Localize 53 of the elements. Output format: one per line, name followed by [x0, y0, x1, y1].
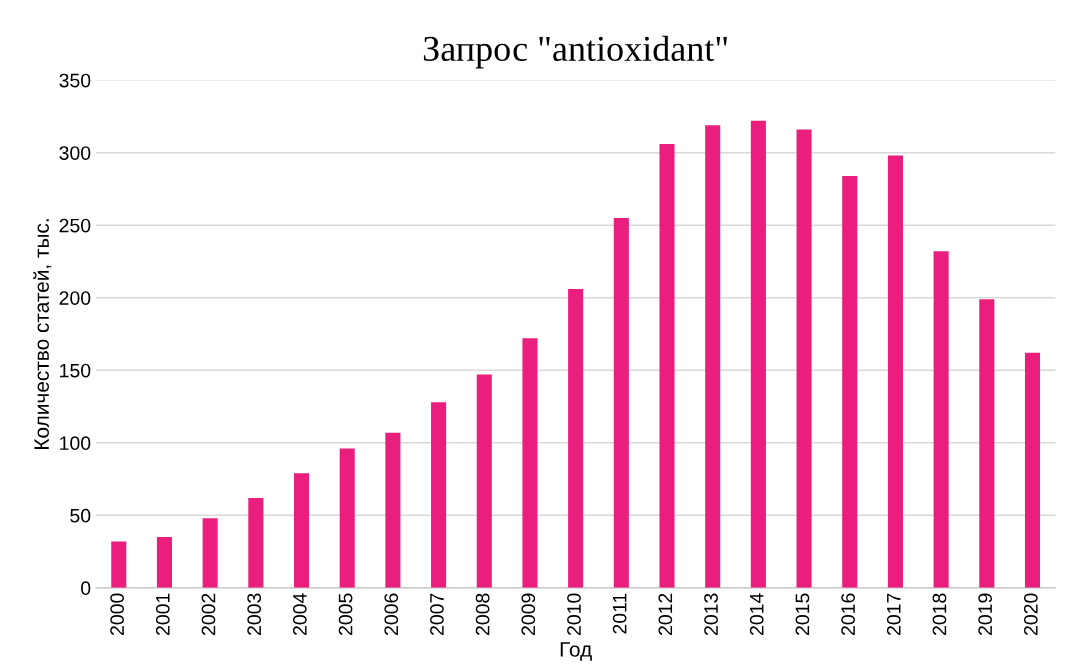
- x-tick-label: 2018: [932, 593, 947, 635]
- y-tick-label: 200: [59, 291, 91, 305]
- y-tick-label: 150: [60, 363, 91, 378]
- bar: [293, 473, 310, 588]
- x-tick-label: 2009: [521, 593, 536, 635]
- bar: [705, 125, 721, 588]
- bar: [385, 432, 401, 588]
- bar: [750, 120, 766, 588]
- bar: [613, 217, 629, 588]
- x-tick-label: 2008: [475, 593, 490, 635]
- bar: [202, 518, 218, 588]
- x-tick-label: 2007: [430, 593, 444, 635]
- bar: [431, 402, 447, 588]
- y-axis-title: Количество статей, тыс.: [33, 219, 52, 449]
- x-tick-label: 2001: [155, 593, 170, 635]
- x-tick-label: 2011: [612, 593, 627, 634]
- bar: [887, 155, 903, 588]
- bar: [842, 175, 858, 588]
- bar: [476, 374, 492, 588]
- bar: [1024, 352, 1041, 588]
- x-tick-label: 2005: [338, 593, 353, 635]
- x-tick-label: 2020: [1023, 593, 1038, 635]
- y-tick-label: 50: [70, 508, 91, 523]
- bar: [979, 299, 995, 588]
- x-tick-label: 2004: [292, 593, 307, 635]
- x-tick-label: 2012: [658, 593, 673, 635]
- x-tick-label: 2003: [247, 593, 262, 635]
- x-tick-label: 2013: [704, 593, 718, 635]
- bar: [522, 338, 538, 588]
- bar: [659, 143, 675, 588]
- y-tick-label: 0: [81, 581, 91, 596]
- y-tick-label: 250: [59, 218, 91, 233]
- y-tick-label: 350: [59, 73, 91, 88]
- bar: [796, 129, 812, 588]
- bar: [248, 497, 264, 588]
- x-tick-label: 2015: [795, 593, 810, 635]
- bar: [111, 541, 127, 588]
- bar: [156, 537, 173, 588]
- bar: [933, 251, 949, 588]
- x-tick-label: 2000: [110, 593, 124, 635]
- x-tick-label: 2016: [841, 593, 855, 635]
- x-tick-label: 2010: [567, 593, 581, 635]
- x-tick-label: 2017: [886, 593, 901, 635]
- y-tick-label: 300: [59, 146, 91, 160]
- bar: [339, 448, 355, 588]
- x-tick-label: 2019: [978, 593, 993, 635]
- x-tick-label: 2002: [201, 593, 216, 635]
- x-tick-label: 2006: [384, 593, 399, 635]
- x-tick-label: 2014: [749, 593, 764, 635]
- x-axis-title: Год: [560, 642, 592, 661]
- chart-title: Запрос "antioxidant": [423, 35, 727, 69]
- bar: [568, 289, 584, 588]
- y-tick-label: 100: [60, 436, 91, 451]
